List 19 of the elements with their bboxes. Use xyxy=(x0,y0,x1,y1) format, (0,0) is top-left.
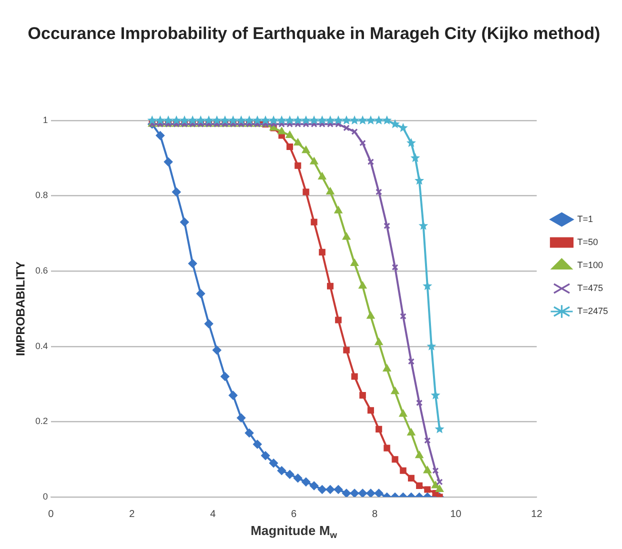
legend-label: T=1 xyxy=(577,214,593,224)
chart-title: Occurance Improbability of Earthquake in Marageh City (Kijko method) xyxy=(28,24,600,43)
legend-label: T=100 xyxy=(577,260,604,270)
x-tick-label: 12 xyxy=(531,508,543,520)
y-tick-label: 0.4 xyxy=(35,340,48,351)
x-tick-label: 8 xyxy=(372,508,378,520)
legend-label: T=50 xyxy=(577,236,598,247)
y-tick-label: 0.2 xyxy=(35,416,48,426)
x-tick-label: 4 xyxy=(210,508,216,520)
y-tick-label: 0 xyxy=(42,491,48,502)
y-tick-label: 0.8 xyxy=(35,190,48,200)
y-axis-title: IMPROBABILITY xyxy=(14,261,28,356)
legend-label: T=2475 xyxy=(577,306,608,316)
x-tick-label: 2 xyxy=(129,508,136,520)
x-tick-label: 6 xyxy=(291,508,298,520)
y-tick-label: 1 xyxy=(42,114,48,125)
y-tick-label: 0.6 xyxy=(35,266,48,276)
legend-label: T=475 xyxy=(577,282,604,293)
x-tick-label: 10 xyxy=(450,508,462,520)
